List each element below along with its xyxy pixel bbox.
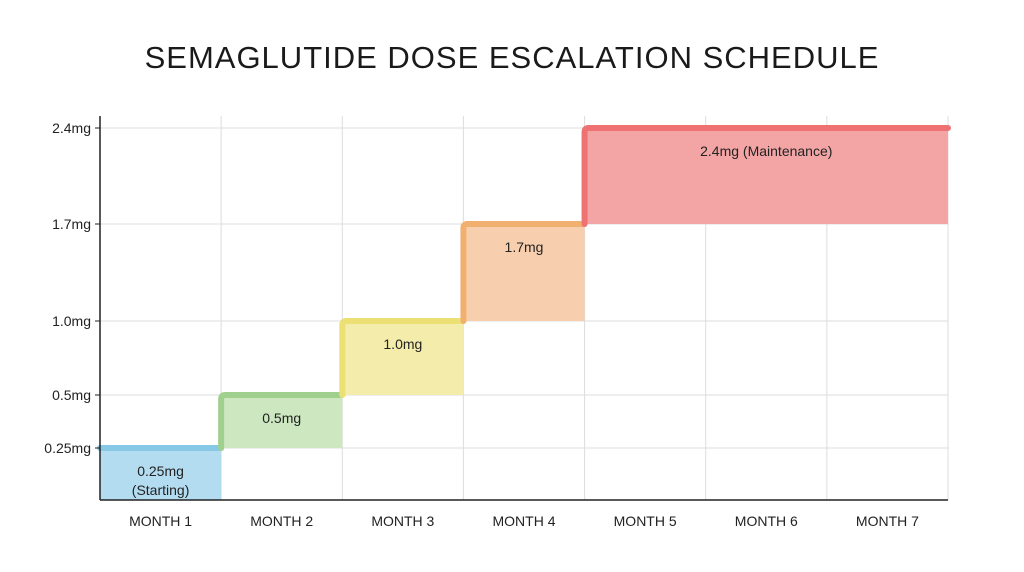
y-tick-label: 2.4mg [52, 120, 91, 136]
x-tick-label: MONTH 7 [856, 513, 919, 529]
dose-step-line [460, 221, 588, 324]
x-tick-label: MONTH 1 [129, 513, 192, 529]
dose-block [100, 448, 222, 500]
y-tick-label: 1.7mg [52, 216, 91, 232]
x-tick-label: MONTH 2 [250, 513, 313, 529]
y-tick-label: 1.0mg [52, 313, 91, 329]
dose-block [342, 321, 464, 395]
chart-title: SEMAGLUTIDE DOSE ESCALATION SCHEDULE [144, 40, 880, 75]
x-tick-label: MONTH 4 [493, 513, 556, 529]
dose-block-label: 2.4mg (Maintenance) [700, 143, 832, 159]
x-tick-label: MONTH 3 [371, 513, 434, 529]
dose-step-line [339, 318, 467, 398]
dose-block [584, 128, 948, 224]
dose-block-label: 1.7mg [505, 239, 544, 255]
dose-block-label: 0.25mg [137, 463, 184, 479]
dose-block-label: 1.0mg [383, 336, 422, 352]
dose-block [221, 395, 343, 448]
x-tick-label: MONTH 6 [735, 513, 798, 529]
y-tick-label: 0.25mg [44, 440, 91, 456]
dose-block [463, 224, 585, 321]
dose-step-line [218, 392, 346, 451]
x-tick-label: MONTH 5 [614, 513, 677, 529]
dose-step-line [581, 125, 951, 227]
y-tick-label: 0.5mg [52, 387, 91, 403]
dose-block-label: (Starting) [132, 482, 190, 498]
dose-block-label: 0.5mg [262, 410, 301, 426]
